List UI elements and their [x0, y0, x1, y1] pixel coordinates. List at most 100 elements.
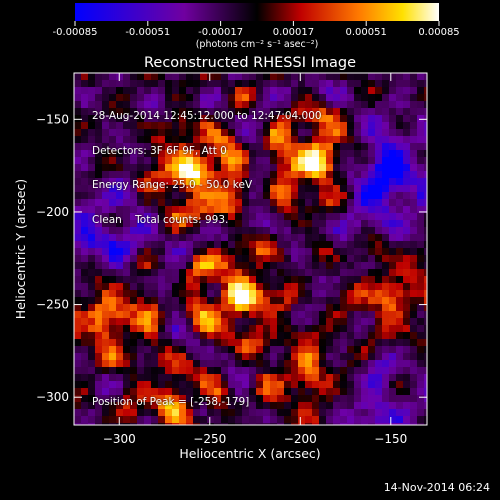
- heatmap-cell: [193, 80, 200, 87]
- heatmap-cell: [137, 381, 144, 388]
- heatmap-cell: [228, 122, 235, 129]
- heatmap-cell: [172, 150, 179, 157]
- heatmap-cell: [81, 416, 88, 423]
- heatmap-cell: [298, 395, 305, 402]
- heatmap-cell: [326, 360, 333, 367]
- heatmap-cell: [396, 304, 403, 311]
- heatmap-cell: [144, 402, 151, 409]
- heatmap-cell: [389, 73, 396, 80]
- heatmap-cell: [95, 157, 102, 164]
- heatmap-cell: [158, 192, 165, 199]
- heatmap-cell: [81, 304, 88, 311]
- heatmap-cell: [214, 325, 221, 332]
- heatmap-cell: [88, 262, 95, 269]
- heatmap-cell: [123, 115, 130, 122]
- heatmap-cell: [137, 283, 144, 290]
- heatmap-cell: [95, 171, 102, 178]
- heatmap-cell: [312, 150, 319, 157]
- heatmap-cell: [235, 234, 242, 241]
- heatmap-cell: [424, 402, 427, 409]
- heatmap-cell: [354, 346, 361, 353]
- heatmap-cell: [109, 283, 116, 290]
- heatmap-cell: [298, 297, 305, 304]
- heatmap-cell: [123, 206, 130, 213]
- heatmap-cell: [137, 388, 144, 395]
- heatmap-cell: [95, 360, 102, 367]
- heatmap-cell: [158, 220, 165, 227]
- heatmap-cell: [375, 409, 382, 416]
- heatmap-cell: [326, 311, 333, 318]
- heatmap-cell: [347, 115, 354, 122]
- heatmap-cell: [270, 367, 277, 374]
- heatmap-cell: [424, 388, 427, 395]
- heatmap-cell: [179, 402, 186, 409]
- heatmap-cell: [326, 129, 333, 136]
- heatmap-cell: [158, 199, 165, 206]
- heatmap-cell: [396, 255, 403, 262]
- heatmap-cell: [242, 185, 249, 192]
- heatmap-cell: [249, 199, 256, 206]
- heatmap-cell: [165, 423, 172, 425]
- heatmap-cell: [410, 94, 417, 101]
- heatmap-cell: [291, 416, 298, 423]
- heatmap-cell: [270, 269, 277, 276]
- heatmap-cell: [116, 136, 123, 143]
- heatmap-cell: [221, 423, 228, 425]
- heatmap-cell: [347, 164, 354, 171]
- heatmap-cell: [382, 339, 389, 346]
- heatmap-cell: [410, 388, 417, 395]
- heatmap-cell: [214, 136, 221, 143]
- heatmap-cell: [368, 80, 375, 87]
- heatmap-cell: [298, 283, 305, 290]
- heatmap-cell: [326, 416, 333, 423]
- heatmap-cell: [151, 192, 158, 199]
- heatmap-cell: [410, 297, 417, 304]
- heatmap-cell: [312, 143, 319, 150]
- heatmap-cell: [74, 339, 81, 346]
- heatmap-cell: [221, 101, 228, 108]
- heatmap-cell: [424, 136, 427, 143]
- heatmap-cell: [389, 367, 396, 374]
- heatmap-cell: [102, 367, 109, 374]
- heatmap-cell: [74, 416, 81, 423]
- heatmap-cell: [298, 227, 305, 234]
- heatmap-cell: [123, 143, 130, 150]
- heatmap-cell: [74, 101, 81, 108]
- heatmap-cell: [165, 94, 172, 101]
- heatmap-cell: [249, 346, 256, 353]
- heatmap-cell: [74, 297, 81, 304]
- heatmap-cell: [88, 423, 95, 425]
- heatmap-cell: [228, 423, 235, 425]
- heatmap-cell: [74, 87, 81, 94]
- heatmap-cell: [256, 150, 263, 157]
- heatmap-cell: [375, 283, 382, 290]
- heatmap-cell: [361, 101, 368, 108]
- heatmap-cell: [284, 87, 291, 94]
- heatmap-cell: [284, 234, 291, 241]
- heatmap-cell: [410, 353, 417, 360]
- heatmap-cell: [312, 73, 319, 80]
- heatmap-cell: [137, 353, 144, 360]
- heatmap-cell: [291, 199, 298, 206]
- heatmap-cell: [95, 108, 102, 115]
- heatmap-cell: [172, 80, 179, 87]
- heatmap-cell: [375, 423, 382, 425]
- heatmap-cell: [130, 381, 137, 388]
- footer-date: 14-Nov-2014 06:24: [383, 481, 490, 494]
- heatmap-cell: [389, 248, 396, 255]
- heatmap-cell: [375, 276, 382, 283]
- heatmap-cell: [326, 192, 333, 199]
- heatmap-cell: [221, 80, 228, 87]
- heatmap-cell: [263, 234, 270, 241]
- heatmap-cell: [340, 227, 347, 234]
- heatmap-cell: [242, 402, 249, 409]
- heatmap-cell: [347, 80, 354, 87]
- heatmap-cell: [123, 388, 130, 395]
- heatmap-cell: [368, 395, 375, 402]
- heatmap-cell: [277, 101, 284, 108]
- heatmap-cell: [263, 143, 270, 150]
- heatmap-cell: [109, 101, 116, 108]
- heatmap-cell: [123, 199, 130, 206]
- heatmap-cell: [130, 318, 137, 325]
- heatmap-cell: [333, 255, 340, 262]
